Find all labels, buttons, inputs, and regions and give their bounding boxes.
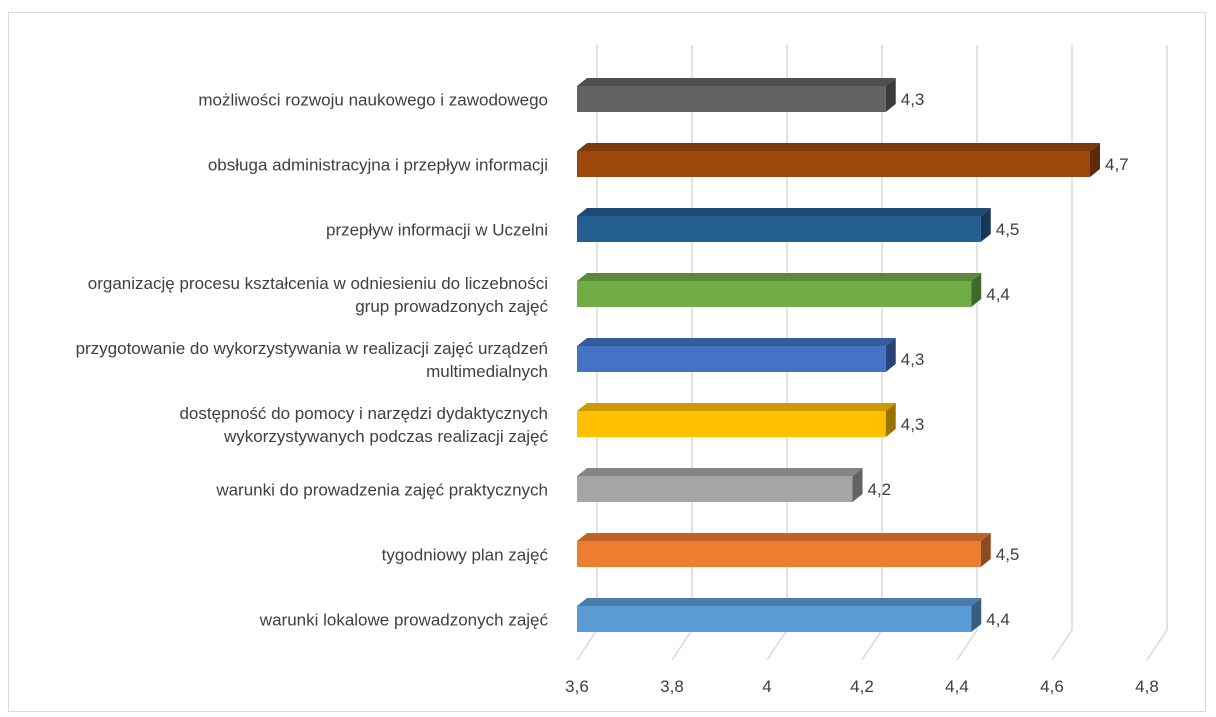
- x-tick-label: 4,8: [1135, 677, 1159, 696]
- category-label: przygotowanie do wykorzystywania w reali…: [75, 339, 548, 381]
- bar-top: [577, 208, 991, 216]
- bar-side: [980, 208, 991, 242]
- category-label: warunki lokalowe prowadzonych zajęć: [259, 610, 548, 630]
- bar-front: [577, 411, 886, 437]
- bar-top: [577, 273, 982, 281]
- x-tick-label: 4,2: [850, 677, 874, 696]
- x-tick-label: 3,8: [660, 677, 684, 696]
- x-tick-label: 4,6: [1040, 677, 1064, 696]
- bar-front: [577, 86, 886, 112]
- bar: [577, 208, 991, 242]
- bar: [577, 598, 982, 632]
- bar: [577, 273, 982, 307]
- bar-top: [577, 338, 896, 346]
- bar: [577, 143, 1100, 177]
- value-label: 4,4: [986, 610, 1010, 629]
- bar-top: [577, 143, 1100, 151]
- bar-side: [885, 78, 896, 112]
- bar: [577, 403, 896, 437]
- value-label: 4,3: [901, 415, 925, 434]
- bar: [577, 468, 863, 502]
- bar-front: [577, 216, 981, 242]
- bar-side: [885, 338, 896, 372]
- value-label: 4,3: [901, 90, 925, 109]
- category-label: możliwości rozwoju naukowego i zawodoweg…: [198, 90, 548, 110]
- category-label: organizację procesu kształcenia w odnies…: [87, 274, 548, 316]
- grid-line: [956, 45, 978, 661]
- bar-front: [577, 346, 886, 372]
- bar-top: [577, 468, 863, 476]
- bar-side: [980, 533, 991, 567]
- value-label: 4,4: [986, 285, 1010, 304]
- bar-top: [577, 78, 896, 86]
- bar-top: [577, 598, 982, 606]
- value-label: 4,2: [868, 480, 892, 499]
- grid-line: [1051, 45, 1073, 661]
- bar-front: [577, 151, 1090, 177]
- bar-side: [1090, 143, 1100, 177]
- bar-front: [577, 541, 981, 567]
- bar-front: [577, 476, 853, 502]
- chart-frame: [8, 12, 1206, 712]
- bar-side: [971, 598, 982, 632]
- bar-side: [971, 273, 982, 307]
- x-tick-label: 4: [762, 677, 771, 696]
- bar-top: [577, 533, 991, 541]
- value-label: 4,7: [1105, 155, 1129, 174]
- x-tick-label: 3,6: [565, 677, 589, 696]
- grid-line: [1146, 45, 1168, 661]
- x-tick-label: 4,4: [945, 677, 969, 696]
- bar-top: [577, 403, 896, 411]
- category-label: dostępność do pomocy i narzędzi dydaktyc…: [179, 404, 548, 446]
- value-label: 4,3: [901, 350, 925, 369]
- bar-front: [577, 606, 972, 632]
- bar-side: [885, 403, 896, 437]
- category-label: obsługa administracyjna i przepływ infor…: [207, 155, 548, 175]
- value-label: 4,5: [996, 545, 1020, 564]
- value-label: 4,5: [996, 220, 1020, 239]
- category-label: warunki do prowadzenia zajęć praktycznyc…: [216, 480, 548, 500]
- bar-side: [852, 468, 863, 502]
- bar: [577, 338, 896, 372]
- bar: [577, 78, 896, 112]
- bar: [577, 533, 991, 567]
- category-label: przepływ informacji w Uczelni: [325, 220, 548, 240]
- category-label: tygodniowy plan zajęć: [381, 545, 548, 565]
- bar-front: [577, 281, 972, 307]
